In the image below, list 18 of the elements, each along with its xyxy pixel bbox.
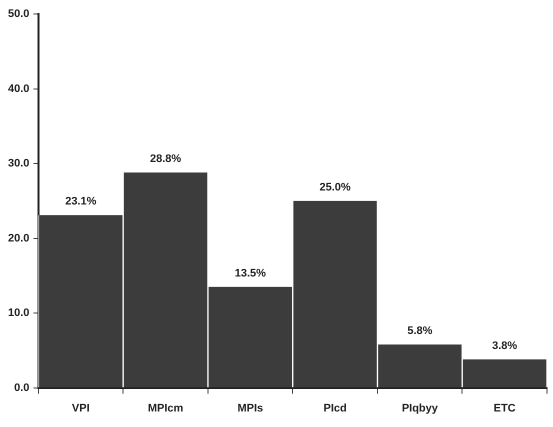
data-label: 28.8% bbox=[150, 153, 182, 166]
x-tick-label: PIcd bbox=[323, 402, 347, 414]
data-label: 25.0% bbox=[319, 181, 351, 194]
y-tick-label: 30.0 bbox=[8, 158, 30, 170]
y-tick-label: 50.0 bbox=[8, 8, 30, 20]
data-label: 5.8% bbox=[407, 324, 433, 337]
x-tick-label: PIqbyy bbox=[402, 402, 439, 414]
y-tick-label: 10.0 bbox=[8, 307, 30, 320]
y-tick-label: 40.0 bbox=[8, 82, 30, 95]
x-tick-label: VPI bbox=[72, 402, 90, 414]
data-label: 13.5% bbox=[234, 267, 266, 280]
x-tick-label: MPIcm bbox=[148, 402, 184, 414]
data-label: 23.1% bbox=[65, 196, 97, 208]
x-tick-label: MPIs bbox=[237, 402, 264, 414]
data-label: 3.8% bbox=[492, 340, 518, 352]
y-tick-label: 20.0 bbox=[8, 232, 30, 244]
x-tick-label: ETC bbox=[494, 402, 516, 414]
y-tick-label: 0.0 bbox=[14, 382, 30, 394]
